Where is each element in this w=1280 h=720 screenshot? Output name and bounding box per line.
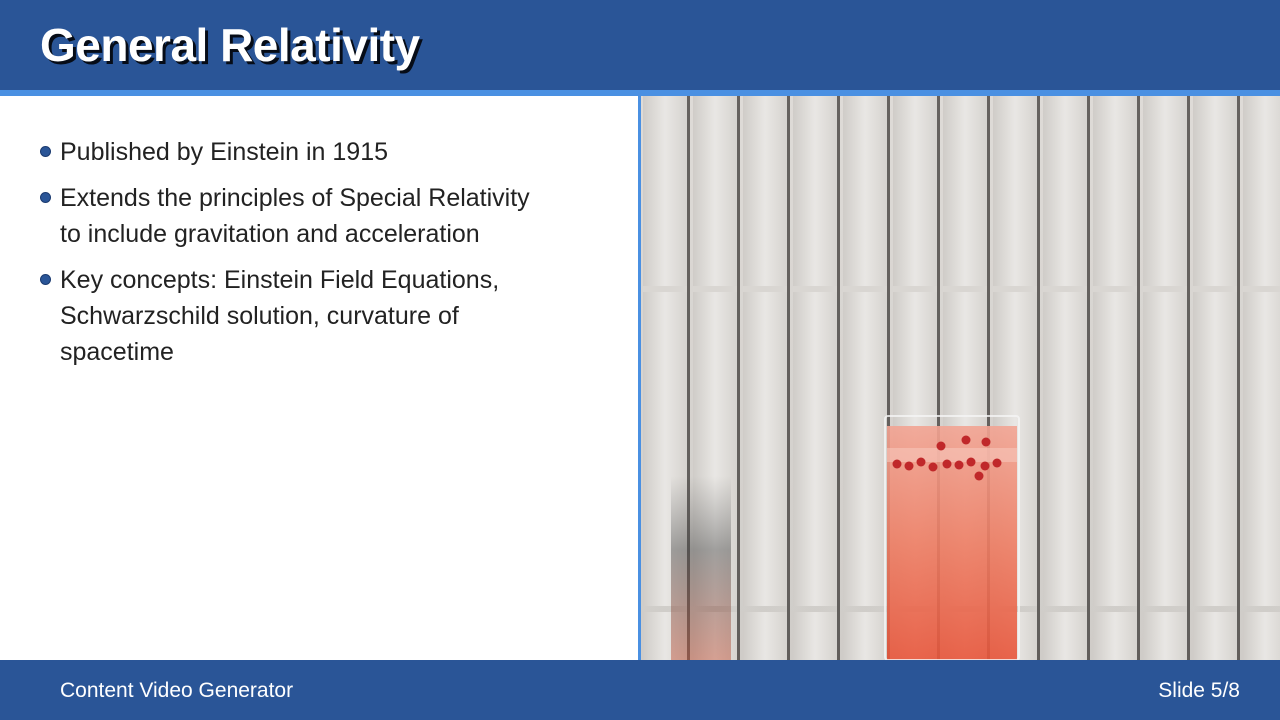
- footer-brand: Content Video Generator: [60, 679, 294, 702]
- slide-title: General Relativity: [40, 19, 420, 71]
- header-accent-rule: [0, 90, 1280, 96]
- tiled-wall-glass-photo: [641, 96, 1280, 660]
- slide-footer: Content Video Generator Slide 5/8: [0, 660, 1280, 720]
- content-panel: Published by Einstein in 1915 Extends th…: [0, 96, 638, 660]
- bullet-item: Extends the principles of Special Relati…: [40, 180, 540, 252]
- bullet-list: Published by Einstein in 1915 Extends th…: [40, 134, 540, 380]
- bullet-text: Published by Einstein in 1915: [60, 138, 389, 166]
- bullet-dot-icon: [40, 274, 51, 285]
- slide-header: General Relativity: [0, 0, 1280, 90]
- bullet-item: Published by Einstein in 1915: [40, 134, 540, 170]
- slide-image: [638, 96, 1280, 660]
- bullet-text: Key concepts: Einstein Field Equations, …: [60, 266, 500, 366]
- bullet-dot-icon: [40, 192, 51, 203]
- bullet-text: Extends the principles of Special Relati…: [60, 184, 530, 248]
- slide-page-indicator: Slide 5/8: [1158, 679, 1240, 702]
- bullet-dot-icon: [40, 146, 51, 157]
- bullet-item: Key concepts: Einstein Field Equations, …: [40, 262, 540, 370]
